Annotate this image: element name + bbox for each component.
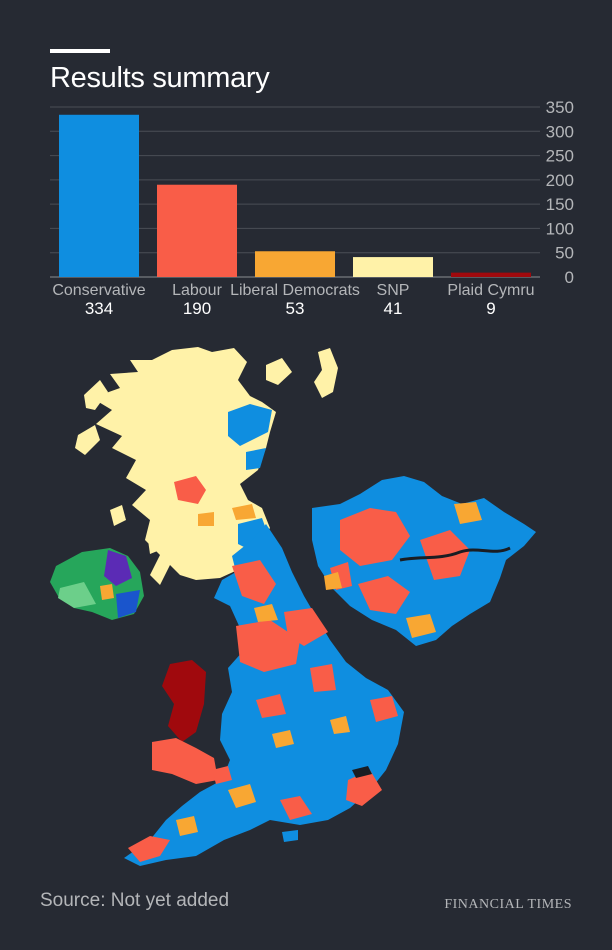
isle-of-wight (282, 830, 298, 842)
libdem-cambridge (330, 716, 350, 734)
labour-norwich (370, 696, 398, 722)
libdem-southwest (176, 816, 198, 836)
wales-plaid (162, 660, 206, 742)
england-shape (124, 524, 404, 866)
y-tick-label: 350 (546, 98, 574, 117)
scotland-isle-islay (110, 505, 126, 526)
category-label: SNP (377, 282, 410, 299)
scotland-libdem-fife (232, 504, 256, 520)
northwest-labour (232, 560, 276, 604)
scotland-isle-arran (148, 536, 160, 554)
libdem-bath (228, 784, 256, 808)
category-label: Labour (172, 282, 222, 299)
bar (353, 257, 433, 277)
ni-light-green-south (58, 582, 96, 608)
value-label: 53 (286, 299, 305, 318)
value-label: 334 (85, 299, 113, 318)
scotland-isle-hebrides (84, 380, 108, 410)
labour-southeast (346, 770, 382, 806)
y-axis-ticks: 0 50 100 150 200 250 300 350 (546, 98, 574, 287)
ni-blue-east (116, 590, 140, 618)
cornwall-labour (128, 836, 170, 862)
london-libdem-1 (454, 502, 482, 524)
england-wales-region (124, 524, 404, 866)
y-tick-label: 200 (546, 171, 574, 190)
libdem-northwest (254, 604, 278, 622)
labour-south-coast (280, 796, 312, 820)
london-inset (312, 476, 536, 646)
bar (59, 114, 139, 278)
bars (59, 114, 531, 278)
category-label: Liberal Democrats (230, 282, 360, 299)
thames-estuary (352, 766, 372, 778)
bar (255, 251, 335, 277)
london-labour-north (340, 508, 410, 566)
scotland-shape (92, 347, 276, 585)
y-tick-label: 50 (555, 244, 574, 263)
category-label: Conservative (52, 282, 145, 299)
ni-purple-west (104, 550, 132, 586)
publisher-logo: FINANCIAL TIMES (444, 897, 572, 912)
source-note: Source: Not yet added (40, 890, 230, 911)
london-labour-south (358, 576, 410, 614)
y-tick-label: 100 (546, 219, 574, 238)
ni-orange (100, 584, 114, 600)
y-tick-label: 250 (546, 147, 574, 166)
y-tick-label: 150 (546, 195, 574, 214)
scotland-conservative-north (228, 404, 272, 446)
london-libdem-2 (406, 614, 436, 638)
value-label: 190 (183, 299, 211, 318)
scotland-labour-perth (174, 476, 206, 504)
scotland-conservative-northeast (246, 448, 266, 470)
labour-east-midlands (310, 664, 336, 692)
northern-ireland-region (50, 548, 144, 620)
river-thames (399, 546, 511, 562)
wales-labour (152, 738, 218, 784)
y-tick-label: 0 (565, 268, 574, 287)
value-label: 41 (384, 299, 403, 318)
labour-bristol (212, 766, 232, 784)
london-libdem-3 (324, 572, 342, 590)
libdem-oxford (272, 730, 294, 748)
constituency-map (50, 347, 536, 866)
scotland-region (75, 347, 338, 585)
orkney-islands (266, 358, 292, 385)
chart-title: Results summary (50, 62, 270, 94)
shetland-islands (314, 348, 338, 398)
scotland-isle-skye (75, 425, 100, 455)
midlands-labour (236, 620, 300, 672)
yorkshire-labour (284, 608, 328, 646)
value-label: 9 (486, 299, 495, 318)
bar (157, 184, 237, 277)
bar (451, 272, 531, 277)
scotland-libdem-glasgow (198, 512, 214, 526)
category-label: Plaid Cymru (447, 282, 534, 299)
title-rule (50, 49, 110, 53)
labour-birmingham (256, 694, 286, 718)
y-tick-label: 300 (546, 122, 574, 141)
